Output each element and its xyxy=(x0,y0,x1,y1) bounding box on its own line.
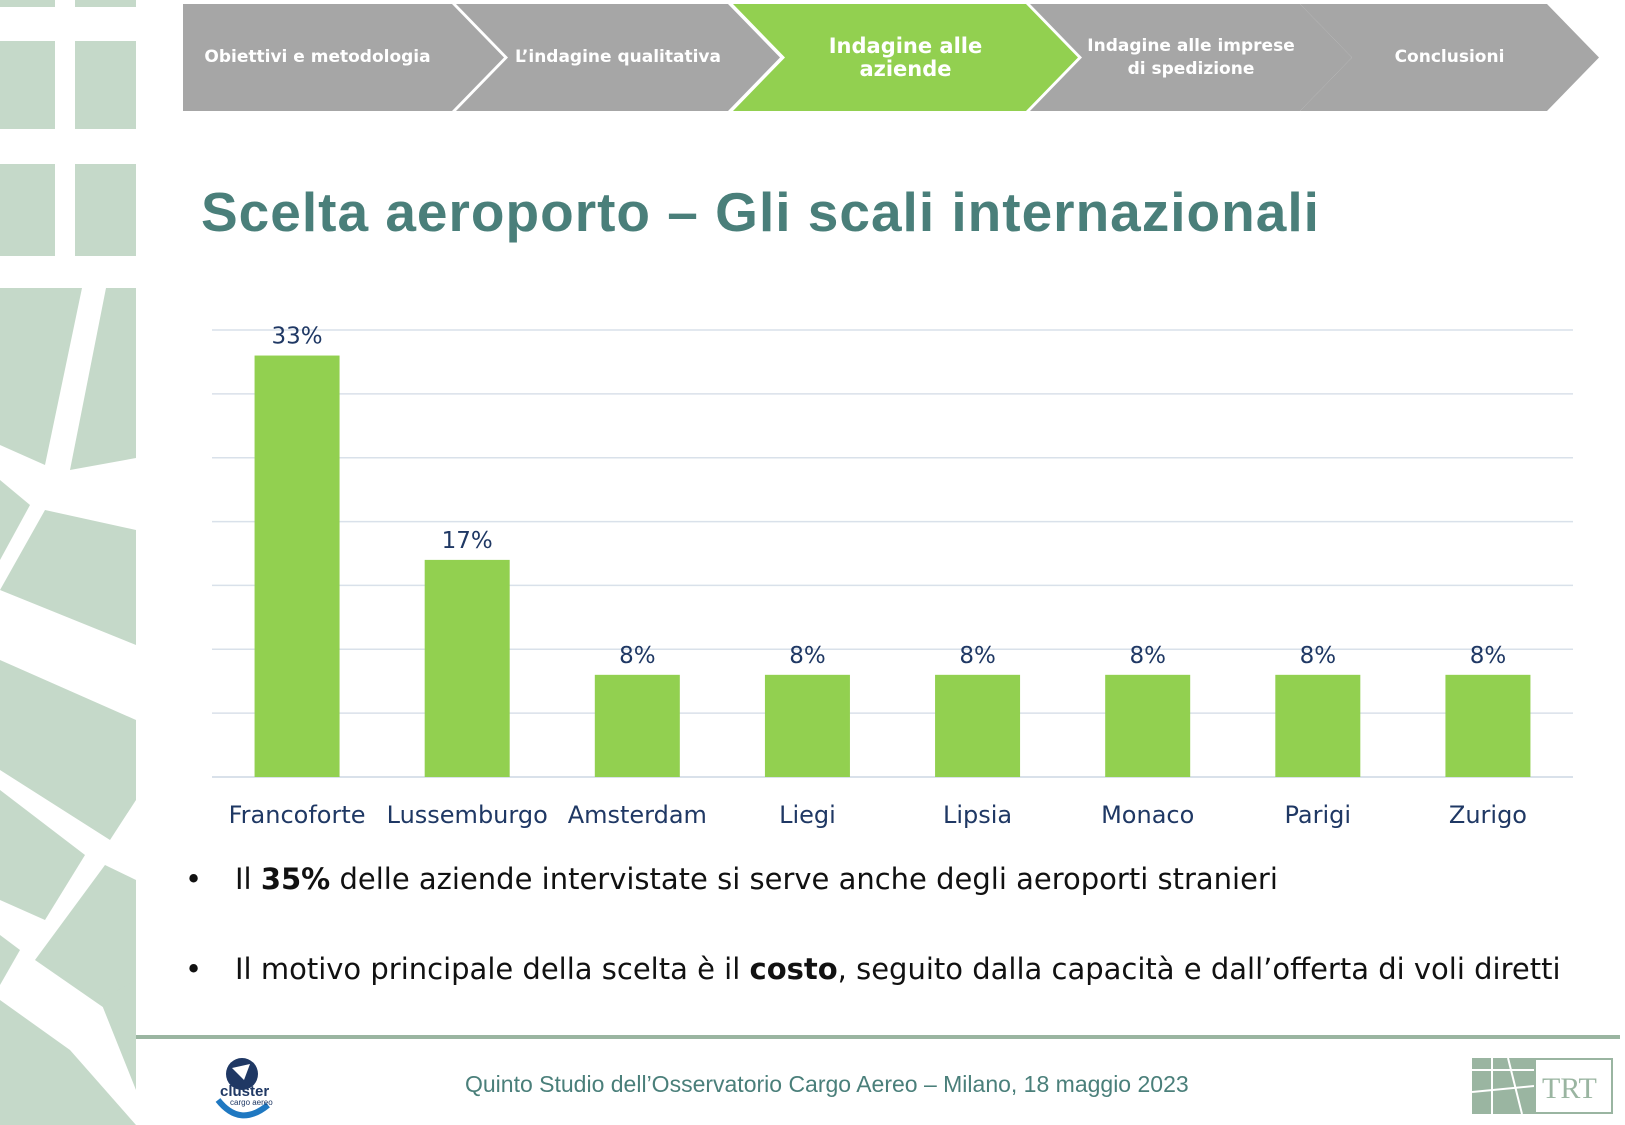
data-label: 8% xyxy=(1470,643,1507,669)
footer-text: Quinto Studio dell’Osservatorio Cargo Ae… xyxy=(465,1071,1189,1097)
data-label: 17% xyxy=(442,528,493,554)
bullet-bold-text: 35% xyxy=(260,862,331,896)
data-label: 8% xyxy=(1129,643,1166,669)
x-tick-label: Parigi xyxy=(1285,801,1352,829)
nav-step-2[interactable]: L’indagine qualitativa xyxy=(456,4,780,111)
data-label: 8% xyxy=(1300,643,1337,669)
bar-lipsia xyxy=(935,674,1021,777)
data-label: 8% xyxy=(959,643,996,669)
bar-chart: 33% Francoforte 17% Lussemburgo 8% Amsterdam 8… xyxy=(212,324,1573,829)
bullet-item: • Il 35% delle aziende intervistate si s… xyxy=(185,862,1561,952)
bullet-symbol: • xyxy=(185,862,203,896)
bar-amsterdam xyxy=(594,674,680,777)
bar-francoforte xyxy=(254,355,340,777)
bullet-item: • Il motivo principale della scelta è il… xyxy=(185,952,1561,1042)
nav-step-4[interactable]: Indagine alle imprese di spedizione xyxy=(1030,4,1352,111)
data-label: 8% xyxy=(789,643,826,669)
x-tick-label: Monaco xyxy=(1101,801,1194,829)
x-tick-label: Francoforte xyxy=(229,801,366,829)
svg-text:cluster: cluster xyxy=(220,1083,269,1100)
bar-zurigo xyxy=(1445,674,1531,777)
x-tick-label: Lussemburgo xyxy=(387,801,548,829)
bullet-symbol: • xyxy=(185,952,203,986)
bar-parigi xyxy=(1275,674,1361,777)
data-label: 33% xyxy=(272,324,323,350)
bar-lussemburgo xyxy=(424,559,510,777)
page-title: Scelta aeroporto – Gli scali internazion… xyxy=(201,181,1320,243)
trt-logo: TRT xyxy=(1472,1058,1613,1114)
x-tick-label: Zurigo xyxy=(1449,801,1527,829)
bullet-text: delle aziende intervistate si serve anch… xyxy=(330,862,1278,896)
x-tick-label: Liegi xyxy=(779,801,836,829)
background-map-decoration xyxy=(0,0,136,1125)
nav-step-3[interactable]: Indagine alle aziende xyxy=(733,4,1078,111)
bullet-list: • Il 35% delle aziende intervistate si s… xyxy=(185,862,1561,1042)
bullet-text: Il xyxy=(235,862,261,896)
footer-divider xyxy=(136,1035,1620,1039)
data-label: 8% xyxy=(619,643,656,669)
x-tick-label: Amsterdam xyxy=(568,801,707,829)
bullet-bold-text: costo xyxy=(749,952,838,986)
svg-text:TRT: TRT xyxy=(1542,1072,1597,1105)
bullet-text: , seguito dalla capacità e dall’offerta … xyxy=(837,952,1561,986)
bullet-text: Il motivo principale della scelta è il xyxy=(235,952,750,986)
svg-text:cargo aereo: cargo aereo xyxy=(230,1098,273,1107)
cluster-cargo-aereo-logo: cluster cargo aereo xyxy=(215,1058,273,1119)
bar-liegi xyxy=(764,674,850,777)
bar-monaco xyxy=(1105,674,1191,777)
x-tick-label: Lipsia xyxy=(943,801,1012,829)
nav-step-1[interactable]: Obiettivi e metodologia xyxy=(183,4,504,111)
